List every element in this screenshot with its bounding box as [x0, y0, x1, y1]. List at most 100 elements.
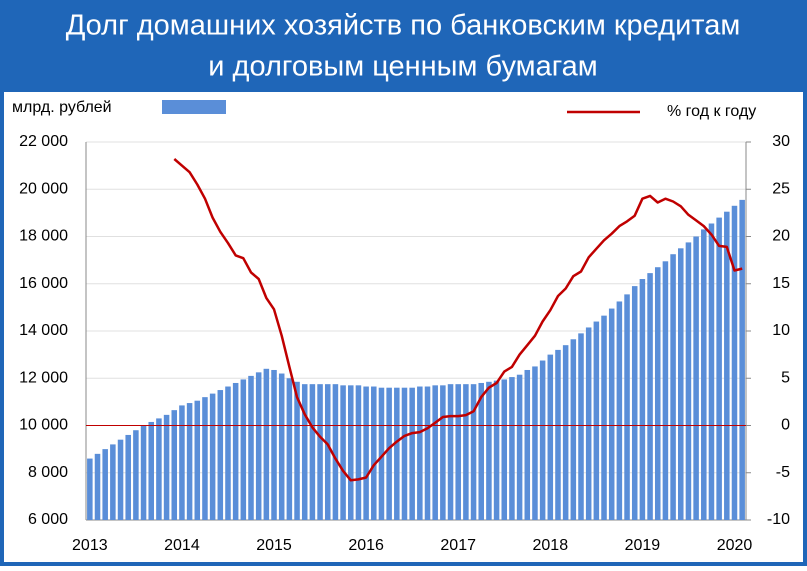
x-tick-label: 2016 — [348, 537, 384, 554]
bar — [731, 205, 738, 520]
bar — [409, 387, 415, 520]
x-tick-label: 2020 — [717, 537, 753, 554]
bar — [501, 379, 508, 520]
bar — [616, 301, 623, 520]
y-tick-label: 16 000 — [19, 275, 68, 292]
bar — [662, 261, 669, 520]
y2-tick-label: 20 — [772, 228, 790, 245]
chart-title: и долговым ценным бумагам — [208, 51, 597, 83]
y-tick-label: 20 000 — [19, 180, 68, 197]
bar — [470, 384, 477, 520]
bar — [87, 458, 93, 520]
bar — [148, 421, 154, 520]
bar — [209, 393, 216, 520]
legend-label: млрд. рублей — [12, 99, 112, 116]
bar — [585, 327, 592, 520]
bar — [486, 381, 492, 520]
x-tick-label: 2017 — [440, 537, 476, 554]
bar — [455, 384, 461, 520]
y2-tick-label: -10 — [767, 511, 790, 528]
legend-label: % год к году — [667, 103, 756, 120]
bar — [562, 345, 569, 520]
y2-tick-label: 5 — [781, 369, 790, 386]
bar — [539, 360, 546, 520]
bar — [447, 384, 454, 520]
y-tick-label: 6 000 — [28, 511, 68, 528]
bar — [739, 199, 745, 520]
bar — [202, 397, 208, 520]
y2-tick-label: 25 — [772, 180, 790, 197]
bar — [478, 382, 484, 520]
bar — [133, 430, 139, 520]
bar — [670, 254, 676, 520]
bar — [94, 453, 101, 520]
bar — [555, 349, 561, 520]
x-tick-label: 2019 — [625, 537, 661, 554]
legend-swatch — [162, 100, 226, 114]
bar — [248, 375, 254, 520]
bar — [678, 248, 684, 520]
bar — [608, 308, 615, 520]
bar — [363, 386, 369, 520]
bar — [716, 217, 722, 520]
bar — [547, 354, 554, 520]
bar — [232, 382, 239, 520]
bar — [309, 384, 316, 520]
line — [173, 158, 743, 482]
bar — [524, 369, 531, 520]
y2-tick-label: 0 — [781, 417, 790, 434]
bar — [532, 366, 538, 520]
x-tick-label: 2013 — [72, 537, 108, 554]
bar — [179, 405, 185, 520]
bar — [601, 315, 607, 520]
bar — [417, 386, 423, 520]
bar — [240, 379, 247, 520]
bar — [317, 384, 323, 520]
bar — [355, 385, 362, 520]
bar — [171, 410, 178, 520]
bar — [340, 385, 346, 520]
y2-tick-label: 15 — [772, 275, 790, 292]
bar — [570, 339, 577, 520]
bar — [394, 387, 400, 520]
bar — [294, 381, 300, 520]
bar — [324, 384, 331, 520]
y-tick-label: 10 000 — [19, 417, 68, 434]
y-tick-label: 14 000 — [19, 322, 68, 339]
bar — [217, 390, 224, 520]
bar — [440, 385, 446, 520]
y-tick-label: 12 000 — [19, 369, 68, 386]
y-tick-label: 22 000 — [19, 133, 68, 150]
bar — [186, 403, 193, 520]
bar — [693, 236, 699, 520]
bar — [286, 378, 293, 520]
bar — [348, 385, 354, 520]
y2-tick-label: 30 — [772, 133, 790, 150]
bar — [593, 321, 600, 520]
bar — [578, 333, 584, 520]
x-tick-label: 2014 — [164, 537, 200, 554]
y2-tick-label: -5 — [776, 464, 790, 481]
bar — [301, 384, 308, 520]
bar — [463, 384, 469, 520]
bar — [156, 418, 162, 520]
bar — [624, 294, 630, 520]
bar — [278, 373, 285, 520]
bar — [724, 211, 730, 520]
bar — [163, 414, 170, 520]
bar — [647, 273, 653, 520]
bar — [631, 286, 638, 520]
bar — [271, 369, 277, 520]
bar — [708, 223, 715, 520]
bar — [654, 267, 661, 520]
bar — [102, 449, 108, 520]
bar — [432, 385, 438, 520]
bar — [125, 434, 131, 520]
bar — [225, 386, 231, 520]
bar — [378, 387, 385, 520]
x-tick-label: 2018 — [533, 537, 569, 554]
y-tick-label: 18 000 — [19, 228, 68, 245]
bar — [401, 387, 408, 520]
bar — [516, 374, 523, 520]
